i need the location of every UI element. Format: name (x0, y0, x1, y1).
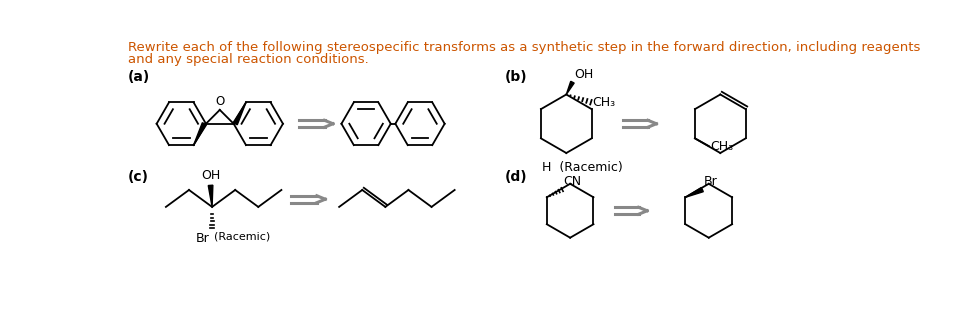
Text: CH₃: CH₃ (592, 96, 615, 109)
Polygon shape (208, 185, 213, 207)
Polygon shape (685, 188, 703, 197)
Text: Rewrite each of the following stereospecific transforms as a synthetic step in t: Rewrite each of the following stereospec… (128, 41, 921, 54)
Text: (b): (b) (505, 70, 527, 84)
Text: CN: CN (564, 175, 581, 188)
Text: (c): (c) (128, 170, 149, 184)
Text: and any special reaction conditions.: and any special reaction conditions. (128, 53, 369, 66)
Text: H  (Racemic): H (Racemic) (542, 161, 622, 174)
Text: OH: OH (201, 169, 220, 182)
Text: Br: Br (703, 175, 718, 188)
Polygon shape (566, 81, 575, 94)
Text: (a): (a) (128, 70, 150, 84)
Polygon shape (234, 102, 246, 125)
Text: (Racemic): (Racemic) (213, 232, 270, 241)
Text: O: O (215, 95, 225, 108)
Text: Br: Br (196, 232, 209, 245)
Text: OH: OH (574, 68, 593, 81)
Text: CH₃: CH₃ (710, 140, 734, 152)
Text: (d): (d) (505, 170, 527, 184)
Polygon shape (194, 123, 206, 145)
